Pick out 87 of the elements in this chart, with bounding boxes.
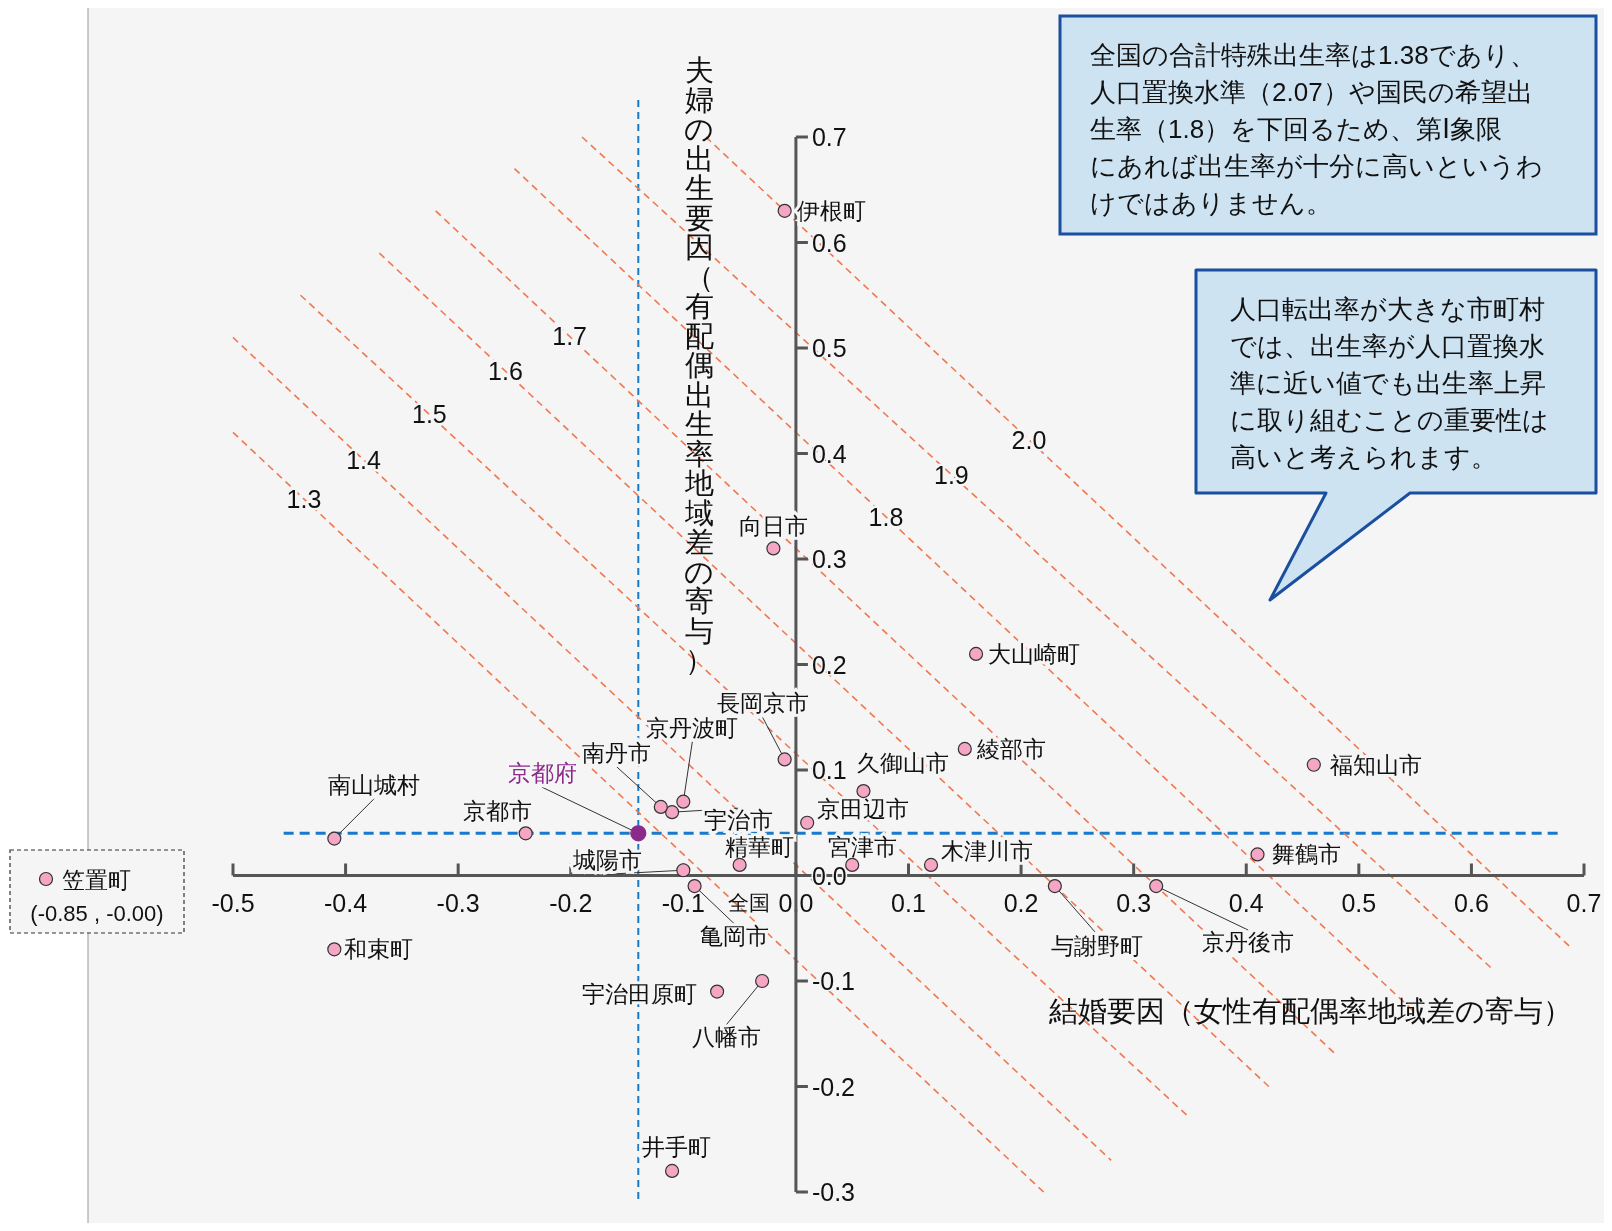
point (957, 741, 972, 756)
annotation: 精華町 (725, 833, 795, 860)
point (777, 203, 792, 218)
point (800, 815, 815, 830)
x-tick-label: -0.5 (211, 888, 255, 917)
annotation: 与謝野町 (1050, 933, 1143, 960)
y-tick-label: 0.1 (811, 756, 847, 784)
point (676, 863, 691, 878)
annotation: 京都府 (507, 760, 577, 787)
annotation: 木津川市 (941, 837, 1034, 864)
annotation: 福知山市 (1329, 751, 1422, 778)
series-label: 1.6 (488, 357, 523, 386)
annotation: 大山崎町 (988, 640, 1081, 667)
point (1047, 878, 1062, 894)
point (664, 805, 680, 820)
x-tick-label: 0.4 (1228, 888, 1264, 917)
point (1250, 847, 1265, 862)
note-box: 全国の合計特殊出生率は1.38であり、人口置換水準（2.07）や国民の希望出生率（1.8）を下回るため、第Ⅰ象限にあれば出生率が十分に高いというわけではありません。 (1058, 14, 1598, 236)
y-tick-label: 0.3 (811, 545, 847, 573)
x-tick-label: -0.1 (661, 888, 705, 917)
annotation: 南山城村 (328, 771, 421, 798)
series-label: 1.8 (868, 502, 904, 531)
series-label: 1.7 (552, 322, 588, 351)
annotation: 人口転出率が大きな市町村では、出生率が人口置換水準に近い値でも出生率上昇に取り組むことの重要性は高いと考えられます。 (1230, 294, 1549, 472)
x-tick-label: 0.5 (1341, 888, 1377, 917)
annotation: 宮津市 (827, 833, 897, 860)
point (923, 857, 939, 873)
annotation: 全国 (727, 890, 770, 914)
annotation: 舞鶴市 (1271, 841, 1341, 868)
annotation: 京田辺市 (817, 795, 910, 822)
annotation: 京丹波町 (646, 714, 739, 741)
x-tick-label: 0.6 (1454, 888, 1489, 917)
annotation: 久御山市 (857, 750, 950, 777)
series-label: 2.0 (1011, 425, 1047, 454)
point (777, 752, 792, 767)
x-tick-label: 0.1 (891, 888, 926, 917)
annotation: 南丹市 (582, 739, 652, 766)
point (845, 857, 860, 873)
x-tick-label: 0.2 (1003, 888, 1039, 917)
annotation: 八幡市 (691, 1024, 761, 1050)
annotation: 井手町 (641, 1133, 711, 1160)
annotation: 宇治田原町 (581, 980, 697, 1007)
series-label: 1.3 (286, 484, 322, 513)
annotation: 伊根町 (796, 197, 866, 224)
point (732, 857, 747, 873)
point (968, 646, 984, 662)
annotation: 亀岡市 (700, 923, 770, 950)
point (1149, 878, 1164, 894)
point (327, 942, 342, 957)
speech-bubble: 人口転出率が大きな市町村では、出生率が人口置換水準に近い値でも出生率上昇に取り組むことの重要性は高いと考えられます。 (1194, 268, 1598, 602)
point (755, 973, 770, 989)
point (653, 799, 668, 815)
x-tick-label: -0.4 (324, 888, 368, 917)
point (664, 1163, 680, 1178)
annotation: 京丹後市 (1202, 929, 1295, 956)
series-label: 1.5 (412, 400, 447, 429)
y-tick-label: 0.6 (811, 228, 847, 257)
point (710, 984, 725, 999)
point (630, 825, 647, 842)
point (856, 784, 871, 799)
annotation: 宇治市 (703, 807, 773, 834)
series-label: 1.9 (934, 460, 969, 489)
annotation: 城陽市 (571, 847, 642, 874)
point (687, 878, 702, 894)
y-tick-label: 0.5 (811, 334, 847, 362)
point (518, 826, 533, 841)
point (1306, 757, 1321, 772)
y-tick-label: -0.1 (811, 967, 856, 995)
y-tick-label: 0.2 (811, 650, 847, 679)
annotation: 和束町 (344, 936, 414, 963)
x-tick-label: 0.7 (1566, 888, 1602, 917)
y-tick-label: 0.4 (811, 439, 847, 468)
point (676, 794, 691, 809)
offscale-callout: 笠置町 (-0.85 , -0.00) (9, 849, 185, 934)
point (766, 541, 781, 556)
x-tick-label: 0.3 (1116, 888, 1152, 917)
y-tick-label: -0.3 (811, 1178, 856, 1206)
y-tick-label: 0.7 (811, 123, 847, 151)
annotation: 全国の合計特殊出生率は1.38であり、人口置換水準（2.07）や国民の希望出生率（1.8）を下回るため、第Ⅰ象限にあれば出生率が十分に高いというわけではありません。 (1090, 40, 1543, 218)
annotation: 京都市 (463, 798, 533, 825)
series-label: 1.4 (346, 445, 382, 474)
x-tick-label: -0.2 (549, 888, 593, 917)
point (327, 831, 342, 846)
annotation: 綾部市 (975, 735, 1046, 762)
y-tick-label: -0.2 (811, 1072, 856, 1101)
x-tick-label: -0.3 (436, 888, 480, 917)
text: 夫婦の出生要因（有配偶出生率地域差の寄与） (684, 54, 714, 676)
